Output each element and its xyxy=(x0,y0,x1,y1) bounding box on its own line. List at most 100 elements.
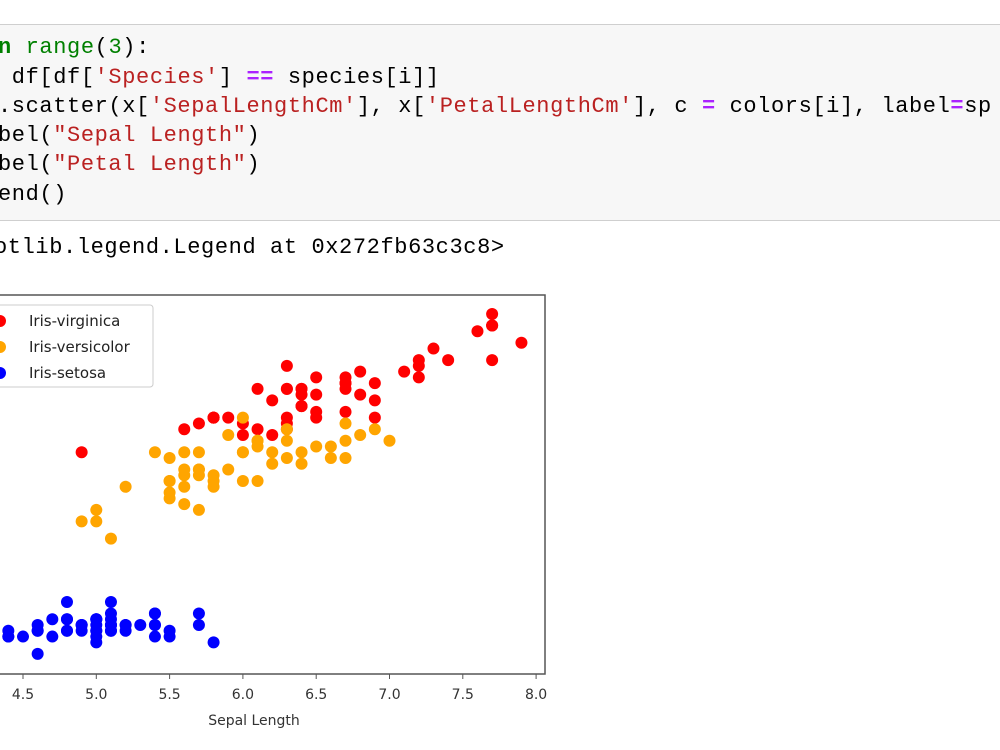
code-token: n xyxy=(0,35,12,60)
data-point-iris-setosa xyxy=(192,607,205,620)
code-token: colors[i], label xyxy=(715,94,951,119)
data-point-iris-setosa xyxy=(148,607,161,620)
code-token: ], c xyxy=(632,94,702,119)
data-point-iris-versicolor xyxy=(192,446,205,459)
data-point-iris-versicolor xyxy=(324,452,337,464)
legend: Iris-virginica Iris-versicolor Iris-setosa xyxy=(0,304,154,388)
data-point-iris-virginica xyxy=(266,428,279,441)
data-point-iris-versicolor xyxy=(178,498,191,511)
data-point-iris-setosa xyxy=(148,630,161,643)
code-token: ] xyxy=(218,65,247,90)
data-point-iris-versicolor xyxy=(104,532,117,545)
data-point-iris-versicolor xyxy=(75,515,88,528)
data-point-iris-versicolor xyxy=(339,452,352,464)
data-point-iris-versicolor xyxy=(354,428,367,441)
data-point-iris-versicolor xyxy=(90,515,103,528)
data-point-iris-virginica xyxy=(412,359,425,372)
data-point-iris-setosa xyxy=(90,624,103,637)
x-tick-label: 5.5 xyxy=(158,687,180,703)
data-point-iris-setosa xyxy=(17,630,29,643)
code-cell[interactable]: n range(3): df[df['Species'] == species[… xyxy=(0,24,1000,221)
data-point-iris-versicolor xyxy=(295,457,308,470)
code-token: 'Species' xyxy=(94,65,219,90)
data-point-iris-virginica xyxy=(486,354,499,367)
code-token: sp xyxy=(964,94,992,119)
data-point-iris-versicolor xyxy=(178,446,191,459)
data-point-iris-versicolor xyxy=(148,446,161,459)
data-point-iris-versicolor xyxy=(192,503,205,516)
code-token: 'SepalLengthCm' xyxy=(149,94,357,119)
code-line: bel("Petal Length") xyxy=(0,152,260,178)
data-point-iris-versicolor xyxy=(236,475,249,488)
code-token: species[i]] xyxy=(274,65,440,90)
data-point-iris-versicolor xyxy=(266,457,279,470)
data-point-iris-setosa xyxy=(134,619,147,632)
code-token: .scatter(x[ xyxy=(0,94,150,119)
data-point-iris-versicolor xyxy=(163,492,176,505)
points-layer xyxy=(2,308,528,660)
legend-marker xyxy=(0,341,6,353)
data-point-iris-versicolor xyxy=(280,434,293,447)
data-point-iris-virginica xyxy=(251,423,264,436)
data-point-iris-setosa xyxy=(104,613,117,626)
cell-output-text: otlib.legend.Legend at 0x272fb63c3c8> xyxy=(0,235,505,260)
x-tick-label: 7.0 xyxy=(378,687,400,703)
data-point-iris-virginica xyxy=(236,428,249,441)
code-token: 'PetalLengthCm' xyxy=(425,94,633,119)
x-axis-ticks: 4.5 5.0 5.5 6.0 6.5 7.0 7.5 8.0 xyxy=(12,674,547,703)
code-token: bel( xyxy=(0,152,54,177)
data-point-iris-versicolor xyxy=(324,440,337,453)
data-point-iris-setosa xyxy=(104,596,117,608)
x-tick-label: 7.5 xyxy=(452,687,474,703)
data-point-iris-setosa xyxy=(90,613,103,626)
data-point-iris-virginica xyxy=(207,411,220,424)
code-token: == xyxy=(246,65,275,90)
x-axis-label: Sepal Length xyxy=(208,713,300,729)
code-line: df[df['Species'] == species[i]] xyxy=(0,65,440,91)
data-point-iris-versicolor xyxy=(236,411,249,424)
legend-label: Iris-virginica xyxy=(29,312,120,330)
data-point-iris-versicolor xyxy=(163,452,176,464)
data-point-iris-setosa xyxy=(163,630,176,643)
data-point-iris-virginica xyxy=(310,405,323,418)
data-point-iris-versicolor xyxy=(207,475,220,488)
data-point-iris-versicolor xyxy=(280,452,293,464)
code-line: .scatter(x['SepalLengthCm'], x['PetalLen… xyxy=(0,94,992,120)
code-line: bel("Sepal Length") xyxy=(0,123,260,149)
code-token: ], x[ xyxy=(356,94,426,119)
code-token: 3 xyxy=(108,35,123,60)
data-point-iris-versicolor xyxy=(295,446,308,459)
data-point-iris-virginica xyxy=(222,411,235,424)
data-point-iris-setosa xyxy=(60,613,73,626)
data-point-iris-virginica xyxy=(471,325,484,338)
legend-marker xyxy=(0,367,6,379)
data-point-iris-versicolor xyxy=(383,434,396,447)
data-point-iris-versicolor xyxy=(339,434,352,447)
data-point-iris-virginica xyxy=(412,371,425,384)
data-point-iris-virginica xyxy=(266,394,279,407)
data-point-iris-versicolor xyxy=(251,475,264,488)
data-point-iris-virginica xyxy=(354,388,367,401)
legend-label: Iris-versicolor xyxy=(29,338,131,356)
data-point-iris-virginica xyxy=(442,354,455,367)
data-point-iris-virginica xyxy=(310,371,323,384)
data-point-iris-versicolor xyxy=(90,503,103,516)
data-point-iris-setosa xyxy=(60,596,73,608)
data-point-iris-virginica xyxy=(339,405,352,418)
data-point-iris-virginica xyxy=(515,336,528,349)
code-token: = xyxy=(950,94,965,119)
code-token: ( xyxy=(94,35,109,60)
data-point-iris-setosa xyxy=(46,630,59,643)
code-token: bel( xyxy=(0,123,54,148)
data-point-iris-versicolor xyxy=(163,475,176,488)
data-point-iris-versicolor xyxy=(266,446,279,459)
data-point-iris-setosa xyxy=(60,624,73,637)
data-point-iris-versicolor xyxy=(119,480,132,493)
data-point-iris-virginica xyxy=(192,417,205,430)
data-point-iris-versicolor xyxy=(339,417,352,430)
data-point-iris-virginica xyxy=(178,423,191,436)
data-point-iris-virginica xyxy=(368,394,381,407)
code-line: n range(3): xyxy=(0,35,150,61)
code-token: ): xyxy=(122,35,150,60)
data-point-iris-versicolor xyxy=(236,446,249,459)
